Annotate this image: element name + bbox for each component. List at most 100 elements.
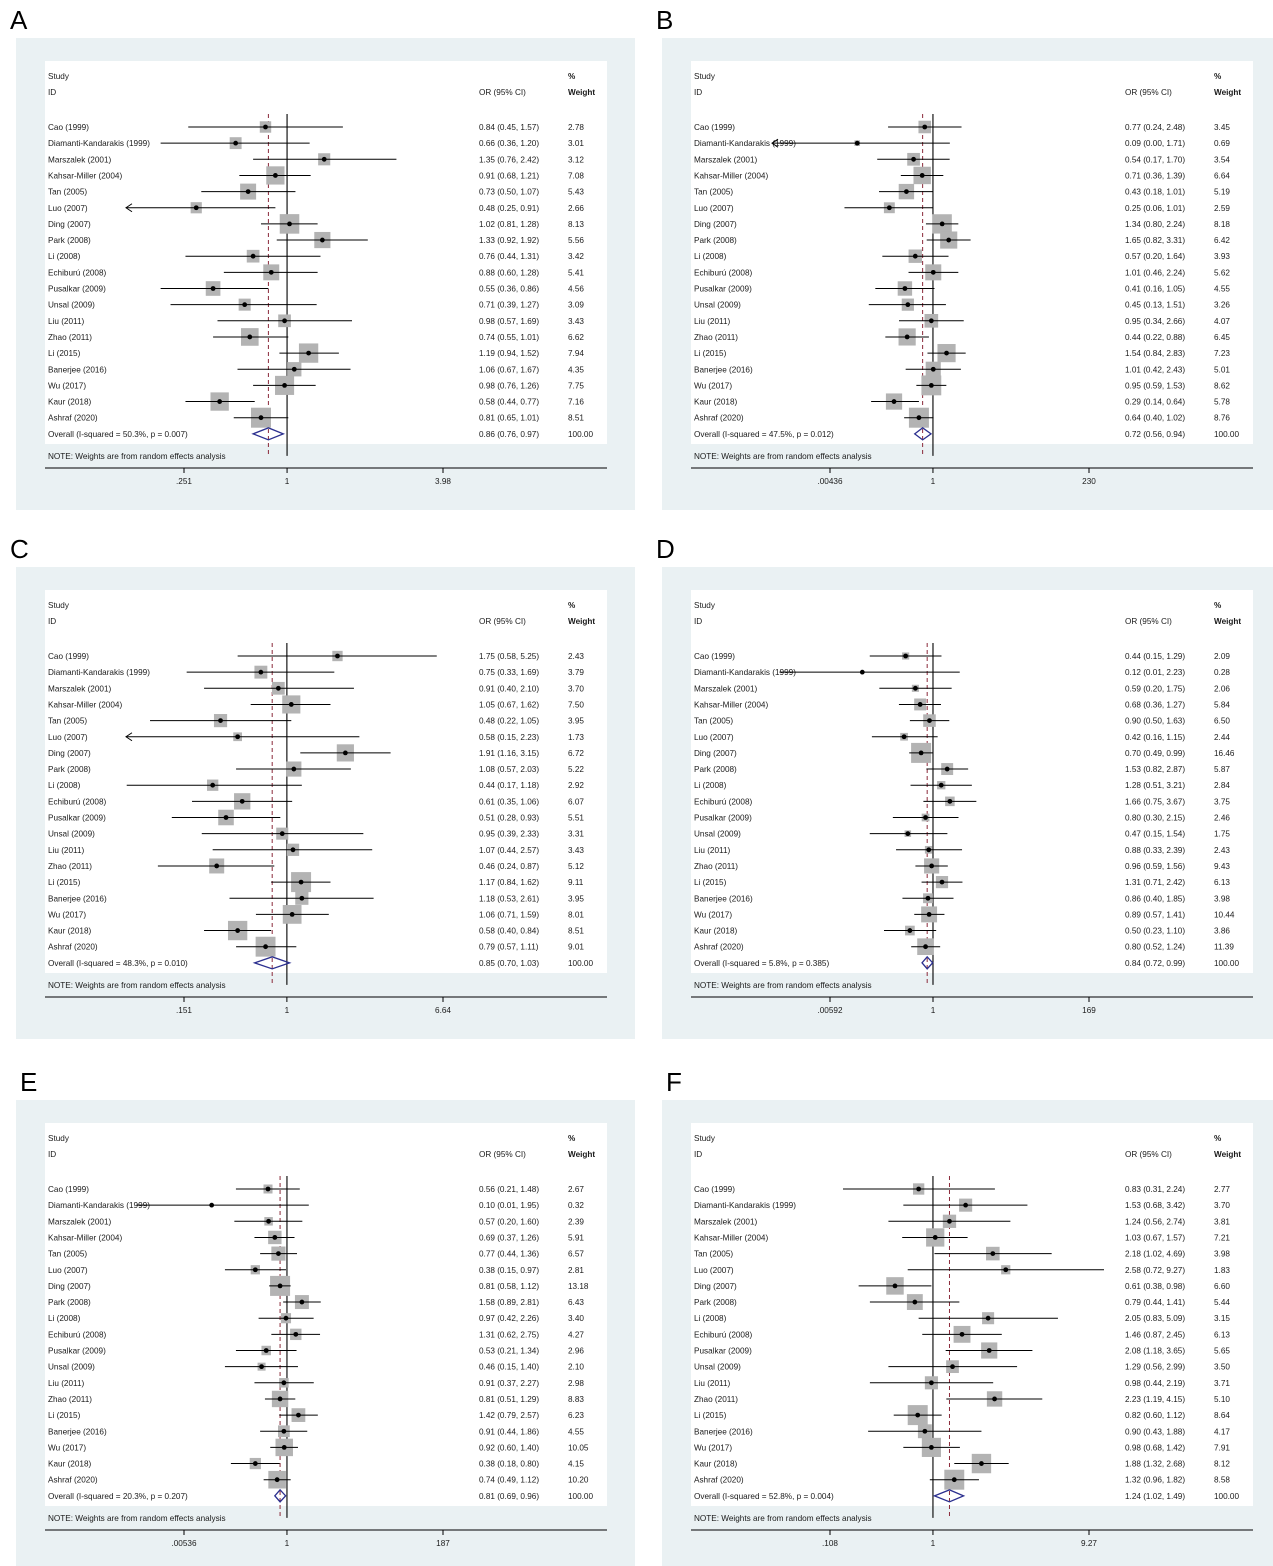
header-weight: Weight (568, 617, 595, 626)
weight-text: 2.43 (568, 652, 584, 661)
study-label: Li (2008) (48, 1314, 81, 1323)
header-or: OR (95% CI) (479, 617, 526, 626)
point-estimate (239, 798, 245, 804)
weight-text: 4.55 (1214, 285, 1230, 294)
study-label: Li (2008) (48, 252, 81, 261)
point-estimate (904, 334, 910, 340)
point-estimate (886, 205, 892, 211)
or-ci-text: 0.48 (0.25, 0.91) (479, 204, 539, 213)
header-or: OR (95% CI) (1125, 617, 1172, 626)
or-ci-text: 0.80 (0.52, 1.24) (1125, 943, 1185, 952)
weight-text: 8.83 (568, 1395, 584, 1404)
point-estimate (905, 831, 911, 837)
weight-text: 5.19 (1214, 188, 1230, 197)
or-ci-text: 0.68 (0.36, 1.27) (1125, 700, 1185, 709)
or-ci-text: 0.71 (0.36, 1.39) (1125, 171, 1185, 180)
point-estimate (923, 944, 928, 950)
point-estimate (915, 1412, 921, 1418)
weight-text: 6.43 (568, 1298, 584, 1307)
study-label: Pusalkar (2009) (48, 814, 106, 823)
study-label: Wu (2017) (694, 1443, 732, 1452)
header-weight: Weight (568, 1150, 595, 1159)
or-ci-text: 0.75 (0.33, 1.69) (479, 668, 539, 677)
or-ci-text: 0.86 (0.40, 1.85) (1125, 894, 1185, 903)
header-pct: % (1214, 601, 1222, 610)
overall-diamond (913, 427, 933, 441)
weight-text: 3.31 (568, 830, 584, 839)
point-estimate (979, 1461, 984, 1466)
x-tick-label: 1 (285, 1539, 290, 1548)
point-estimate (274, 1477, 280, 1483)
point-estimate (258, 415, 264, 421)
study-label: Kahsar-Miller (2004) (694, 700, 768, 709)
x-tick-label: 1 (931, 1006, 936, 1015)
study-label: Unsal (2009) (48, 830, 95, 839)
or-ci-text: 0.88 (0.60, 1.28) (479, 268, 539, 277)
weight-text: 4.56 (568, 285, 584, 294)
x-tick-label: .251 (176, 477, 192, 486)
or-ci-text: 0.98 (0.68, 1.42) (1125, 1443, 1185, 1452)
point-estimate (951, 1477, 957, 1483)
study-label: Ashraf (2020) (694, 414, 744, 423)
point-estimate (291, 766, 297, 772)
or-ci-text: 0.41 (0.16, 1.05) (1125, 285, 1185, 294)
weight-text: 5.22 (568, 765, 584, 774)
or-ci-text: 0.58 (0.40, 0.84) (479, 927, 539, 936)
forest-plot-a: Study ID OR (95% CI)% Weight Cao (1999) 0.84 … (16, 38, 635, 510)
study-label: Cao (1999) (48, 1185, 89, 1194)
or-ci-text: 1.19 (0.94, 1.52) (479, 349, 539, 358)
overall-label: Overall (I-squared = 20.3%, p = 0.207) (48, 1492, 188, 1501)
weight-text: 10.05 (568, 1443, 589, 1452)
or-ci-text: 1.53 (0.82, 2.87) (1125, 765, 1185, 774)
or-ci-text: 0.09 (0.00, 1.71) (1125, 139, 1185, 148)
study-label: Li (2015) (48, 349, 81, 358)
weight-text: 3.43 (568, 846, 584, 855)
weight-text: 8.76 (1214, 414, 1230, 423)
weight-text: 2.92 (568, 781, 584, 790)
study-label: Unsal (2009) (694, 830, 741, 839)
point-estimate (944, 766, 950, 772)
weight-text: 7.50 (568, 700, 584, 709)
point-estimate (986, 1348, 992, 1353)
or-ci-text: 0.83 (0.31, 2.24) (1125, 1185, 1185, 1194)
or-ci-text: 0.90 (0.50, 1.63) (1125, 717, 1185, 726)
forest-svg-f: Study ID OR (95% CI)% Weight Cao (1999) 0.83 … (691, 1134, 1253, 1548)
point-estimate (913, 685, 918, 691)
header-study: Study (48, 1134, 70, 1143)
header-pct: % (1214, 1134, 1222, 1143)
weight-text: 3.71 (1214, 1379, 1230, 1388)
weight-text: 3.43 (568, 317, 584, 326)
study-label: Ding (2007) (48, 1282, 91, 1291)
weights-note: NOTE: Weights are from random effects an… (48, 981, 226, 990)
or-ci-text: 0.81 (0.51, 1.29) (479, 1395, 539, 1404)
study-label: Marszalek (2001) (48, 155, 112, 164)
or-ci-text: 1.18 (0.53, 2.61) (479, 894, 539, 903)
point-estimate (901, 734, 907, 740)
study-label: Liu (2011) (694, 317, 731, 326)
weight-text: 1.83 (1214, 1266, 1230, 1275)
point-estimate (892, 1283, 898, 1289)
weight-text: 3.54 (1214, 155, 1230, 164)
header-pct: % (568, 1134, 576, 1143)
point-estimate (272, 1235, 278, 1240)
or-ci-text: 1.03 (0.67, 1.57) (1125, 1233, 1185, 1242)
weight-text: 2.44 (1214, 733, 1230, 742)
weight-text: 9.43 (1214, 862, 1230, 871)
study-label: Luo (2007) (694, 733, 734, 742)
weight-text: 3.95 (568, 894, 584, 903)
x-tick-label: .00592 (817, 1006, 842, 1015)
ci-arrow (125, 203, 133, 213)
or-ci-text: 0.44 (0.15, 1.29) (1125, 652, 1185, 661)
weight-text: 7.21 (1214, 1233, 1230, 1242)
weight-text: 8.62 (1214, 381, 1230, 390)
point-estimate (210, 782, 216, 788)
weight-text: 2.77 (1214, 1185, 1230, 1194)
or-ci-text: 0.54 (0.17, 1.70) (1125, 155, 1185, 164)
point-estimate (918, 750, 924, 756)
weight-text: 3.86 (1214, 927, 1230, 936)
study-label: Marszalek (2001) (48, 684, 112, 693)
or-ci-text: 1.28 (0.51, 3.21) (1125, 781, 1185, 790)
or-ci-text: 0.77 (0.24, 2.48) (1125, 123, 1185, 132)
study-label: Ashraf (2020) (48, 943, 98, 952)
or-ci-text: 0.61 (0.35, 1.06) (479, 797, 539, 806)
